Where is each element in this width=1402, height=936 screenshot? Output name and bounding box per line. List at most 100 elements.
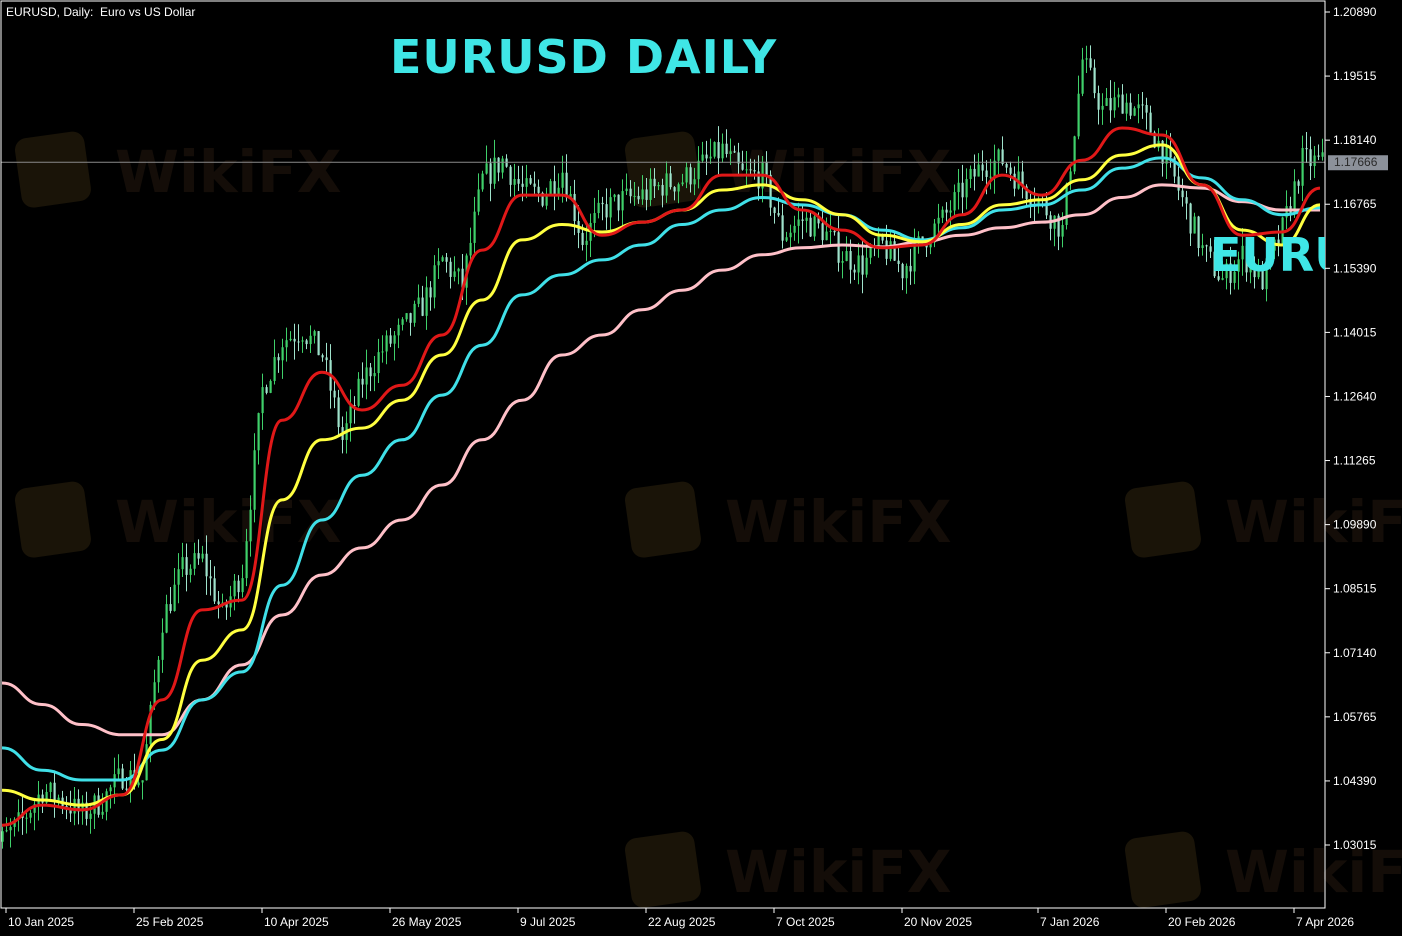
candle-body <box>1069 171 1072 184</box>
candle-body <box>677 184 680 192</box>
moving-average-line-4 <box>1 183 1320 737</box>
candle-body <box>973 168 976 177</box>
watermark-logo-icon <box>14 481 91 558</box>
candle-body <box>89 813 92 819</box>
candle-body <box>1317 155 1320 157</box>
candle-body <box>833 230 836 233</box>
candle-body <box>881 235 884 241</box>
candle-body <box>397 324 400 336</box>
candle-body <box>181 557 184 570</box>
price-tick-label: 1.04390 <box>1333 774 1377 788</box>
candle-body <box>701 154 704 161</box>
candle-body <box>869 246 872 258</box>
candle-body <box>285 340 288 348</box>
candle-body <box>1205 245 1208 247</box>
candle-body <box>1045 199 1048 216</box>
candle-body <box>821 223 824 241</box>
price-axis[interactable]: 1.20890 1.19515 1.18140 1.16765 1.15390 1.140… <box>1325 5 1377 852</box>
date-tick-label: 10 Apr 2025 <box>264 915 329 929</box>
candle-body <box>1197 216 1200 249</box>
candle-body <box>1285 206 1288 218</box>
date-tick-label: 7 Jan 2026 <box>1040 915 1100 929</box>
price-tick-label: 1.20890 <box>1333 5 1377 19</box>
candle-body <box>29 812 32 818</box>
candle-body <box>173 584 176 611</box>
candle-body <box>785 237 788 241</box>
candle-body <box>1021 171 1024 187</box>
candle-body <box>1145 105 1148 113</box>
candle-body <box>1029 199 1032 206</box>
candle-body <box>189 568 192 575</box>
candle-body <box>857 255 860 273</box>
candle-body <box>373 373 376 377</box>
candle-body <box>1229 263 1232 283</box>
candle-body <box>937 217 940 224</box>
watermark-text: WikiFX <box>725 838 952 906</box>
candle-body <box>569 193 572 198</box>
candle-body <box>225 602 228 608</box>
candle-body <box>649 178 652 200</box>
candle-body <box>1133 108 1136 116</box>
candle-body <box>265 387 268 393</box>
price-tick-label: 1.07140 <box>1333 646 1377 660</box>
candle-body <box>153 682 156 705</box>
candle-body <box>417 297 420 304</box>
candle-body <box>1105 98 1108 106</box>
candle-body <box>1097 93 1100 110</box>
candle-body <box>645 189 648 200</box>
candle-body <box>205 553 208 577</box>
candle-body <box>637 195 640 200</box>
candle-body <box>365 367 368 385</box>
candle-body <box>325 357 328 361</box>
candle-body <box>801 219 804 221</box>
candle-body <box>497 157 500 173</box>
date-tick-label: 25 Feb 2025 <box>136 915 204 929</box>
candle-body <box>425 287 428 316</box>
date-tick-label: 20 Feb 2026 <box>1168 915 1236 929</box>
candle-body <box>1013 173 1016 189</box>
candle-body <box>405 313 408 320</box>
candle-body <box>849 251 852 270</box>
chart-title-overlay: EURUSD DAILY <box>390 30 778 84</box>
candle-body <box>1305 147 1308 150</box>
watermark-text: WikiFX <box>1225 838 1402 906</box>
date-tick-label: 20 Nov 2025 <box>904 915 972 929</box>
date-tick-label: 7 Apr 2026 <box>1296 915 1354 929</box>
candle-body <box>469 242 472 256</box>
candle-body <box>385 335 388 352</box>
candle-body <box>477 189 480 212</box>
candle-body <box>1165 146 1168 164</box>
candle-body <box>1225 263 1228 279</box>
candle-body <box>53 782 56 801</box>
candle-body <box>437 261 440 266</box>
candle-body <box>837 232 840 263</box>
candle-body <box>353 405 356 407</box>
price-tick-label: 1.08515 <box>1333 582 1377 596</box>
current-price-box: 1.17666 <box>1328 155 1388 171</box>
candle-body <box>969 168 972 180</box>
price-tick-label: 1.03015 <box>1333 838 1377 852</box>
time-axis[interactable]: 10 Jan 2025 25 Feb 2025 10 Apr 2025 26 May … <box>5 908 1354 929</box>
date-tick-label: 7 Oct 2025 <box>776 915 835 929</box>
candle-body <box>985 170 988 177</box>
candle-body <box>197 553 200 559</box>
candle-body <box>965 179 968 198</box>
candle-body <box>613 194 616 198</box>
candle-body <box>269 380 272 393</box>
candle-body <box>125 788 128 790</box>
candle-body <box>961 182 964 198</box>
candle-body <box>445 257 448 262</box>
candle-body <box>669 173 672 188</box>
candle-body <box>1061 224 1064 237</box>
candle-body <box>529 178 532 184</box>
candle-body <box>361 378 364 385</box>
candle-body <box>17 812 20 820</box>
candle-body <box>349 405 352 424</box>
candle-body <box>1241 245 1244 260</box>
candle-body <box>241 578 244 593</box>
candle-body <box>725 143 728 155</box>
candle-body <box>853 269 856 273</box>
clipped-title-overlay: EURUSD DAILY <box>1210 228 1325 282</box>
candle-body <box>1209 246 1212 252</box>
